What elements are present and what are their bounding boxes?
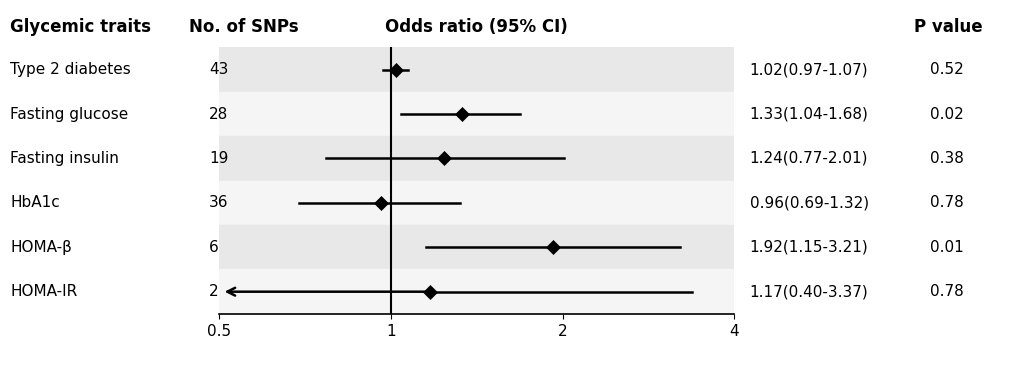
Text: 1.24(0.77-2.01): 1.24(0.77-2.01): [749, 151, 867, 166]
Bar: [219, 136, 734, 181]
Text: 28: 28: [209, 107, 228, 122]
Text: 0.78: 0.78: [929, 284, 963, 299]
Text: 0.96(0.69-1.32): 0.96(0.69-1.32): [749, 195, 868, 210]
Bar: [219, 181, 734, 225]
Bar: [219, 92, 734, 136]
Text: HbA1c: HbA1c: [10, 195, 60, 210]
Text: Fasting glucose: Fasting glucose: [10, 107, 128, 122]
Text: P value: P value: [913, 18, 982, 36]
Text: 6: 6: [209, 240, 219, 255]
Text: 0.52: 0.52: [929, 62, 963, 77]
Text: 1.17(0.40-3.37): 1.17(0.40-3.37): [749, 284, 867, 299]
Bar: [219, 269, 734, 314]
Text: HOMA-IR: HOMA-IR: [10, 284, 77, 299]
Text: 43: 43: [209, 62, 228, 77]
Text: 0.38: 0.38: [929, 151, 963, 166]
Text: HOMA-β: HOMA-β: [10, 240, 72, 255]
Bar: [219, 225, 734, 269]
Text: Odds ratio (95% CI): Odds ratio (95% CI): [385, 18, 568, 36]
Text: Type 2 diabetes: Type 2 diabetes: [10, 62, 130, 77]
Text: Glycemic traits: Glycemic traits: [10, 18, 151, 36]
Text: 1.02(0.97-1.07): 1.02(0.97-1.07): [749, 62, 867, 77]
Text: 0.78: 0.78: [929, 195, 963, 210]
Text: 2: 2: [209, 284, 218, 299]
Text: 36: 36: [209, 195, 228, 210]
Text: 1.92(1.15-3.21): 1.92(1.15-3.21): [749, 240, 867, 255]
Bar: [219, 47, 734, 92]
Text: No. of SNPs: No. of SNPs: [189, 18, 298, 36]
Text: Fasting insulin: Fasting insulin: [10, 151, 119, 166]
Text: 19: 19: [209, 151, 228, 166]
Text: 0.01: 0.01: [929, 240, 963, 255]
Text: 1.33(1.04-1.68): 1.33(1.04-1.68): [749, 107, 868, 122]
Text: 0.02: 0.02: [929, 107, 963, 122]
